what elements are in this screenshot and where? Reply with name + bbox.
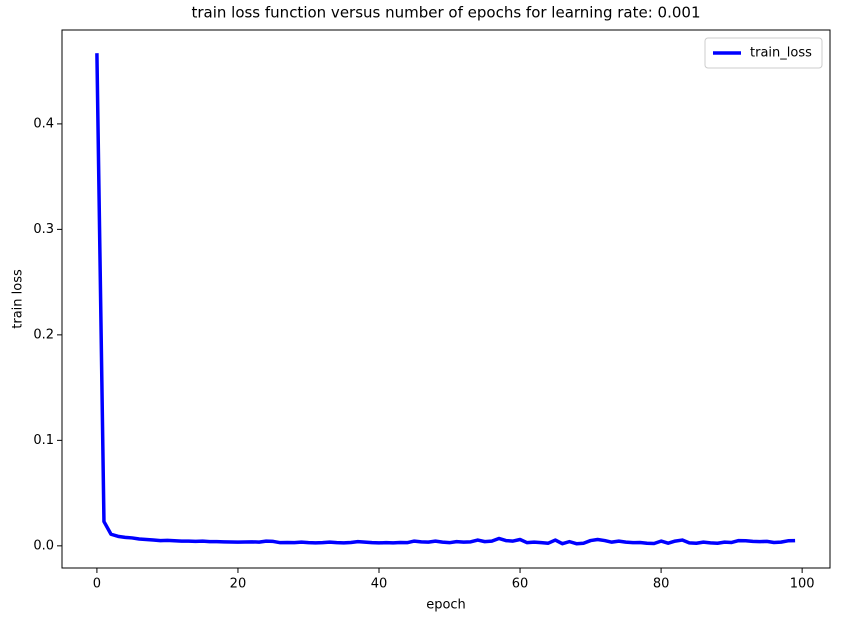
y-tick-label: 0.3 [33, 222, 54, 237]
y-tick-label: 0.1 [33, 433, 54, 448]
x-tick-label: 0 [93, 577, 101, 592]
y-tick-label: 0.2 [33, 327, 54, 342]
x-tick-label: 20 [230, 577, 247, 592]
x-tick-label: 40 [371, 577, 388, 592]
y-tick-label: 0.0 [33, 538, 54, 553]
x-tick-label: 80 [653, 577, 670, 592]
legend-box [704, 37, 823, 69]
x-tick-label: 100 [790, 577, 815, 592]
x-tick-label: 60 [512, 577, 529, 592]
y-tick-label: 0.4 [33, 116, 54, 131]
y-axis-label: train loss [11, 269, 26, 329]
line [95, 53, 796, 546]
plot-frame [61, 29, 831, 569]
legend-label: train_loss [750, 46, 812, 61]
chart-title: train loss function versus number of epo… [191, 4, 700, 22]
x-axis-label: epoch [426, 598, 466, 613]
